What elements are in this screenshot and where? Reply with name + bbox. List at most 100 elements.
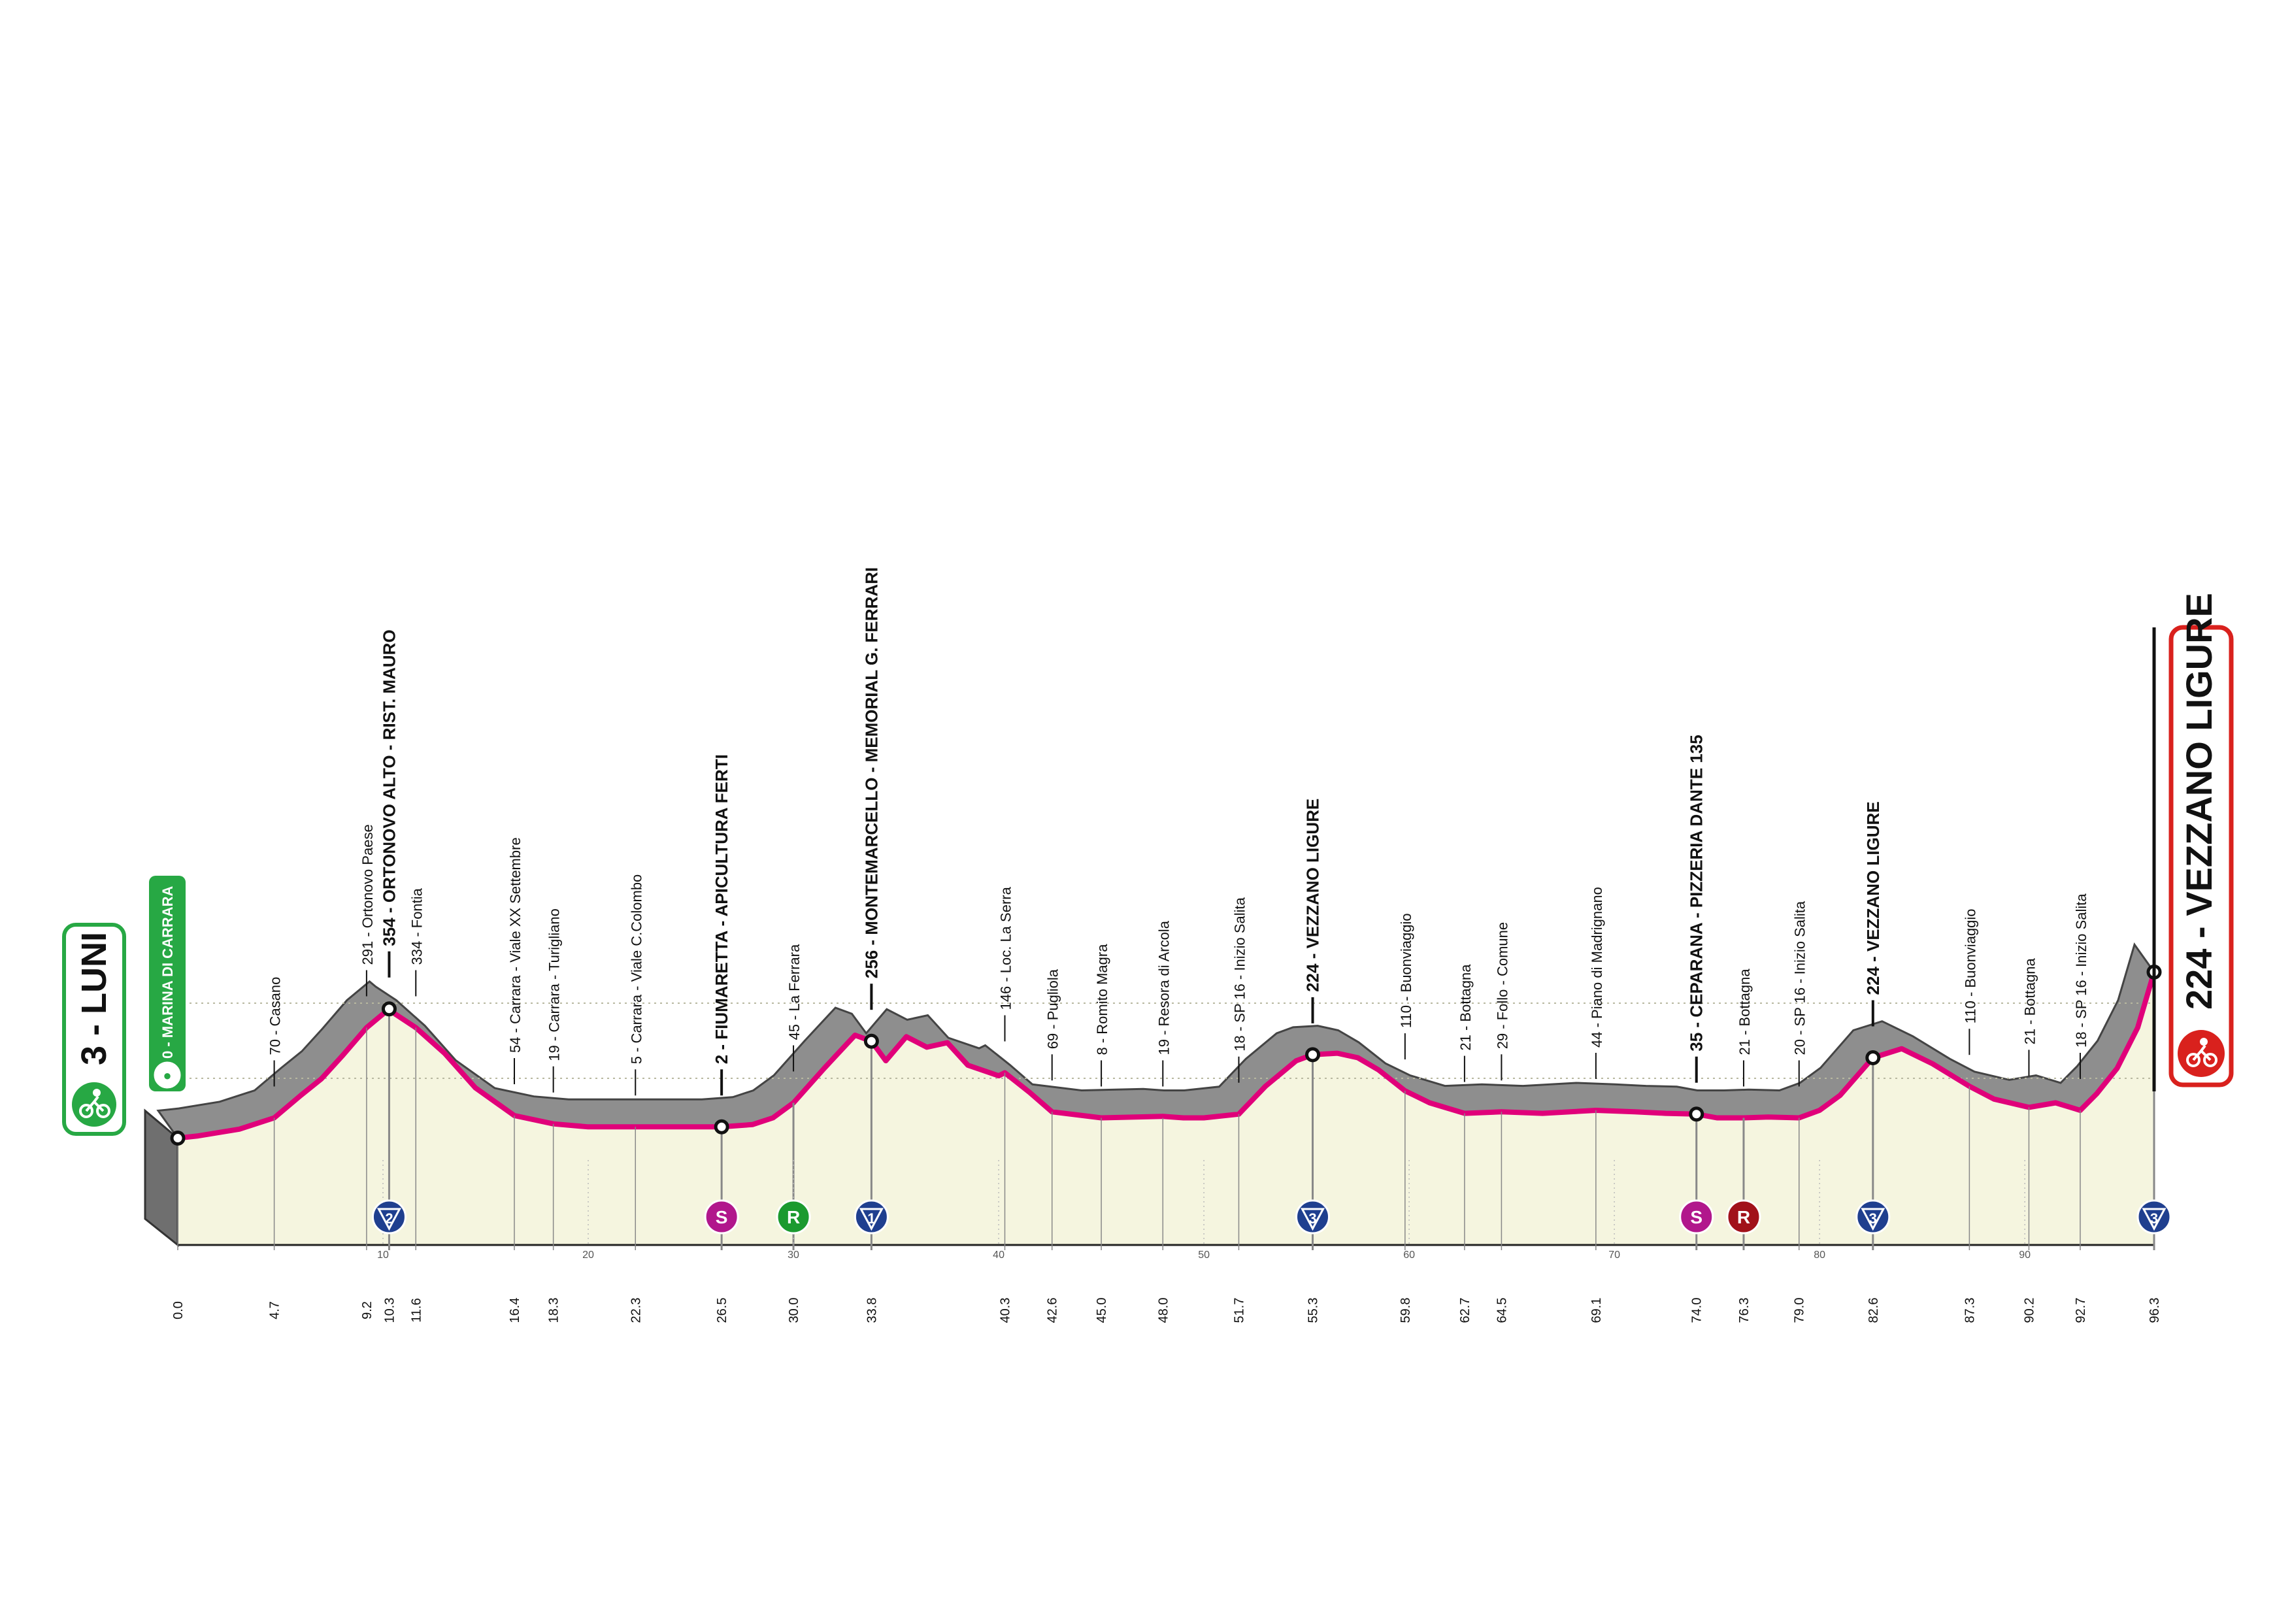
km-label: 59.8: [1399, 1298, 1413, 1323]
sprint-icon: [776, 1199, 811, 1235]
place-label: 21 - Bottagna: [1736, 969, 1753, 1055]
place-label: 5 - Carrara - Viale C.Colombo: [628, 874, 644, 1065]
neutral-cyclist-icon: ●: [163, 1067, 171, 1084]
km-axis-tick-label: 40: [993, 1250, 1005, 1261]
start-badge: 3 - LUNI: [62, 923, 126, 1136]
neutral-start-badge: 0 - MARINA DI CARRARA ●: [149, 876, 186, 1091]
place-label: 18 - SP 16 - Inizio Salita: [1231, 897, 1248, 1051]
km-label: 82.6: [1867, 1298, 1881, 1323]
route-line-layer: [175, 969, 2157, 1141]
finish-badge: 224 - VEZZANO LIGURE: [2152, 593, 2234, 1091]
km-axis-tick-label: 80: [1814, 1250, 1825, 1261]
place-label: 334 - Fontia: [408, 887, 425, 965]
place-label: 256 - MONTEMARCELLO - MEMORIAL G. FERRAR…: [861, 567, 881, 978]
place-label: 20 - SP 16 - Inizio Salita: [1792, 901, 1808, 1055]
place-label: 21 - Bottagna: [1457, 964, 1474, 1051]
place-label: 70 - Casano: [267, 977, 284, 1055]
place-label: 18 - SP 16 - Inizio Salita: [2073, 893, 2089, 1048]
km-label: 22.3: [629, 1298, 643, 1323]
km-axis-tick-label: 60: [1403, 1250, 1415, 1261]
km-label: 10.3: [382, 1298, 397, 1323]
km-label: 9.2: [360, 1301, 374, 1319]
km-label: 4.7: [268, 1301, 282, 1319]
climb-triangle-icon: [376, 1208, 401, 1231]
km-label: 74.0: [1690, 1298, 1704, 1323]
place-label: 19 - Resora di Arcola: [1155, 920, 1172, 1055]
km-label: 69.1: [1589, 1298, 1604, 1323]
km-label: 90.2: [2022, 1298, 2036, 1323]
route-point-dot: [863, 1033, 879, 1049]
finish-cyclist-icon: [2178, 1030, 2225, 1077]
place-label: 146 - Loc. La Serra: [997, 886, 1014, 1010]
sprint-icon: [704, 1199, 739, 1235]
place-label: 354 - ORTONOVO ALTO - RIST. MAURO: [379, 629, 399, 946]
route-point-dot: [714, 1119, 729, 1135]
start-label: 3 - LUNI: [75, 932, 114, 1065]
route-line: [175, 969, 2157, 1141]
cyclist-icon: [79, 1089, 110, 1118]
marker-label: R: [1737, 1207, 1750, 1227]
route-point-dot: [170, 1131, 186, 1146]
sprint-icon: [1679, 1199, 1714, 1235]
altitude-grid-layer: [178, 1003, 2154, 1079]
marker-label: 3: [1308, 1210, 1316, 1227]
climb-triangle-icon: [1861, 1208, 1885, 1231]
marker-label: R: [787, 1207, 800, 1227]
km-label: 76.3: [1737, 1298, 1752, 1323]
start-cyclist-icon: [72, 1082, 116, 1127]
marker-label: 3: [1869, 1210, 1877, 1227]
km-label: 62.7: [1458, 1298, 1472, 1323]
sprint-icon: [1726, 1199, 1761, 1235]
marker-label: S: [716, 1207, 728, 1227]
marker-label: S: [1690, 1207, 1702, 1227]
place-label: 54 - Carrara - Viale XX Settembre: [507, 837, 523, 1053]
km-label: 87.3: [1963, 1298, 1977, 1323]
km-label: 55.3: [1306, 1298, 1321, 1323]
finish-label: 224 - VEZZANO LIGURE: [2178, 593, 2219, 1010]
km-labels-layer: 10 20 30 40 50 60 70 80 90 0.0 4.7 9.2 10.3 11.6 16.4 1…: [171, 1160, 2162, 1323]
marker-label: 2: [385, 1210, 393, 1227]
start-badge-box: [62, 923, 126, 1136]
neutral-start-badge-box: [149, 876, 186, 1091]
place-label: 224 - VEZZANO LIGURE: [1863, 801, 1883, 995]
km-label: 48.0: [1156, 1298, 1171, 1323]
route-point-dot: [1305, 1047, 1321, 1063]
km-label: 0.0: [171, 1301, 186, 1319]
km-label: 11.6: [409, 1298, 424, 1322]
route-point-dot: [381, 1001, 397, 1017]
place-label: 44 - Piano di Madrignano: [1589, 887, 1605, 1048]
marker-label: 1: [867, 1210, 875, 1227]
place-label: 8 - Romito Magra: [1094, 944, 1110, 1055]
km-label: 45.0: [1095, 1298, 1109, 1323]
place-label: 35 - CEPARANA - PIZZERIA DANTE 135: [1687, 735, 1706, 1051]
place-label: 2 - FIUMARETTA - APICULTURA FERTI: [712, 754, 731, 1064]
km-axis-tick-label: 90: [2019, 1250, 2031, 1261]
place-label: 224 - VEZZANO LIGURE: [1303, 799, 1323, 992]
km-axis-tick-label: 50: [1198, 1250, 1210, 1261]
finish-badge-box: [2168, 625, 2234, 1087]
place-label: 21 - Bottagna: [2021, 958, 2038, 1045]
km-label: 26.5: [715, 1298, 729, 1323]
km-axis-tick-label: 10: [377, 1250, 389, 1261]
km-axis-tick-label: 20: [582, 1250, 594, 1261]
climb-triangle-icon: [859, 1208, 884, 1231]
km-label: 42.6: [1046, 1298, 1060, 1323]
km-label: 18.3: [547, 1298, 561, 1323]
climb-triangle-icon: [2142, 1208, 2167, 1231]
place-label: 291 - Ortonovo Paese: [359, 824, 376, 965]
cyclist-icon: [2186, 1038, 2217, 1067]
km-label: 64.5: [1495, 1298, 1509, 1323]
km-label: 51.7: [1232, 1298, 1246, 1323]
neutral-start-icon: [152, 1059, 183, 1091]
km-axis-tick-label: 30: [788, 1250, 799, 1261]
place-label: 45 - La Ferrara: [786, 944, 803, 1040]
km-label: 79.0: [1793, 1298, 1807, 1323]
km-label: 30.0: [787, 1298, 801, 1323]
km-label: 16.4: [508, 1298, 522, 1323]
place-label: 69 - Pugliola: [1045, 969, 1061, 1049]
marker-label: 3: [2150, 1210, 2158, 1227]
place-label: 19 - Carrara - Turigliano: [546, 908, 563, 1061]
neutral-start-label: 0 - MARINA DI CARRARA: [159, 886, 176, 1059]
